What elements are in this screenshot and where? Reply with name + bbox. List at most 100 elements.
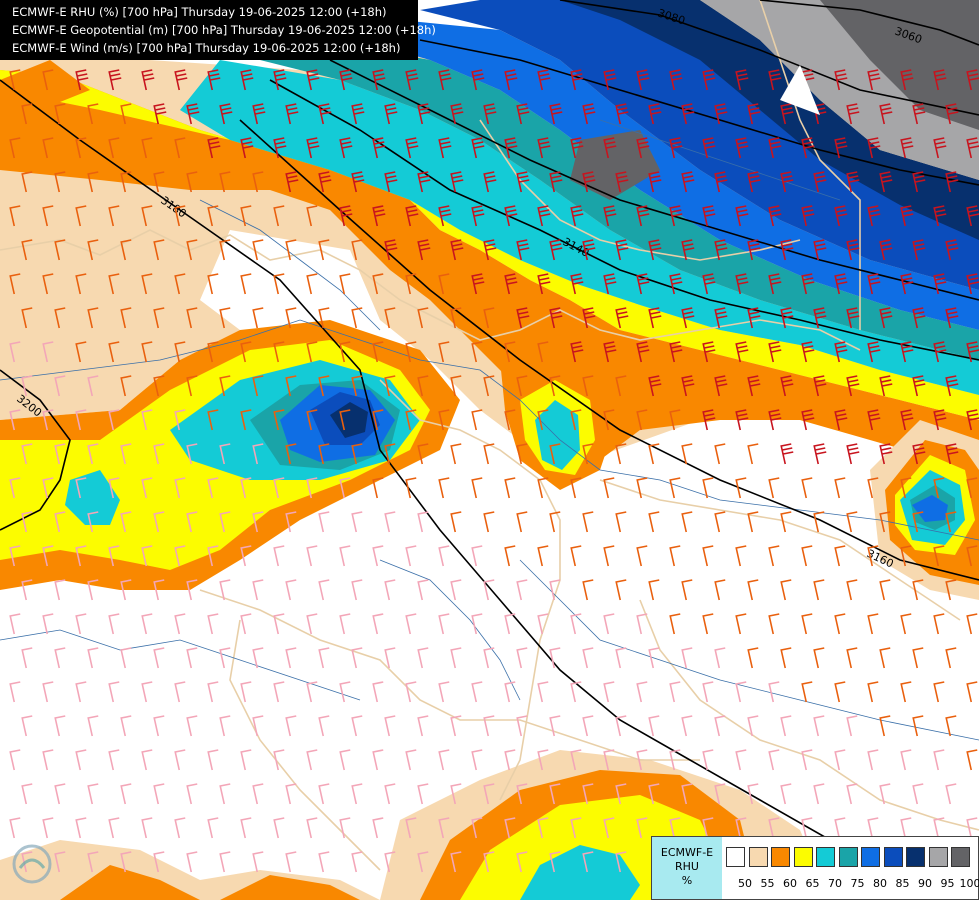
wave-logo-icon	[12, 844, 52, 884]
wind-barb	[669, 613, 681, 635]
wind-barb	[900, 681, 912, 703]
wind-barb	[834, 137, 848, 159]
wind-barb	[153, 715, 165, 737]
wind-barb	[912, 715, 924, 737]
wind-barb	[405, 545, 417, 567]
wind-barb	[339, 545, 351, 567]
wind-barb	[483, 103, 497, 125]
wind-barb	[108, 613, 120, 635]
wind-barb	[219, 239, 231, 261]
wind-barb	[966, 817, 978, 839]
wind-barb	[516, 647, 528, 669]
wind-barb	[306, 137, 320, 159]
wind-barb	[900, 205, 914, 227]
wind-barb	[846, 375, 860, 397]
wind-barb	[603, 341, 617, 363]
wind-barb	[174, 817, 186, 839]
wind-barb	[603, 137, 617, 159]
wind-barb	[801, 681, 813, 703]
wind-barb	[504, 545, 516, 567]
wind-barb	[966, 409, 979, 431]
wind-barb	[603, 749, 615, 771]
wind-barb	[714, 171, 728, 193]
wind-barb	[603, 205, 617, 227]
wind-barb	[174, 409, 186, 431]
wind-barb	[582, 239, 596, 261]
wind-barb	[339, 477, 351, 499]
wind-barb	[549, 375, 561, 397]
wind-barb	[306, 69, 320, 91]
wind-barb	[417, 715, 429, 737]
wind-barb	[219, 579, 231, 601]
wind-barb	[108, 341, 120, 363]
wind-barb	[747, 715, 759, 737]
wind-barb	[9, 749, 21, 771]
wind-barb	[768, 409, 782, 431]
wind-barb	[681, 171, 695, 193]
wind-barb	[438, 205, 452, 227]
wind-barb	[768, 69, 782, 91]
wind-barb	[801, 205, 815, 227]
wind-barb	[504, 817, 516, 839]
wind-barb	[537, 749, 549, 771]
wind-barb	[681, 783, 693, 805]
wind-barb	[153, 851, 165, 873]
wind-barb	[438, 137, 452, 159]
wind-barb	[582, 783, 594, 805]
wind-barb	[747, 783, 759, 805]
wind-barb	[219, 851, 231, 873]
wind-barb	[714, 783, 726, 805]
wind-barb	[648, 715, 660, 737]
wind-barb	[504, 69, 518, 91]
wind-barb	[120, 783, 132, 805]
wind-barb	[966, 137, 979, 159]
wind-barb	[735, 273, 749, 295]
wind-barb	[966, 545, 978, 567]
wind-barb	[186, 715, 198, 737]
wind-barb	[471, 613, 483, 635]
wind-barb	[471, 477, 483, 499]
country-border	[759, 0, 861, 330]
wind-barb	[21, 443, 33, 465]
wind-barb	[285, 511, 297, 533]
wind-barb	[615, 307, 629, 329]
wind-barb	[153, 443, 165, 465]
legend-level-label: 65	[805, 877, 820, 890]
wind-barb	[681, 103, 695, 125]
wind-barb	[813, 647, 825, 669]
country-border	[379, 379, 561, 801]
wind-barb	[549, 647, 561, 669]
wind-barb	[648, 239, 662, 261]
wind-barb	[780, 511, 792, 533]
wind-barb	[582, 103, 596, 125]
wind-barb	[438, 817, 450, 839]
wind-barb	[318, 783, 330, 805]
wind-barb	[450, 103, 464, 125]
wind-barb	[636, 273, 650, 295]
wind-barb	[9, 137, 21, 159]
wind-barb	[834, 681, 846, 703]
wind-barb	[702, 749, 714, 771]
wind-barb	[582, 851, 594, 873]
wind-barb	[570, 749, 582, 771]
wind-barb	[405, 477, 417, 499]
wind-barb	[438, 545, 450, 567]
wind-barb	[945, 443, 959, 465]
wind-barb	[735, 69, 749, 91]
wind-barb	[207, 681, 219, 703]
wind-barb	[900, 749, 912, 771]
wind-barb	[516, 103, 530, 125]
wind-barb	[285, 647, 297, 669]
wind-barb	[273, 613, 285, 635]
wind-barb	[867, 817, 879, 839]
wind-barb	[615, 647, 627, 669]
wind-barb	[801, 341, 815, 363]
wind-barb	[405, 341, 417, 363]
wind-barb	[834, 477, 846, 499]
wind-barb	[702, 205, 716, 227]
wind-barb	[207, 477, 219, 499]
wind-barb	[945, 783, 957, 805]
wind-barb	[417, 375, 429, 397]
wind-barb	[285, 307, 297, 329]
